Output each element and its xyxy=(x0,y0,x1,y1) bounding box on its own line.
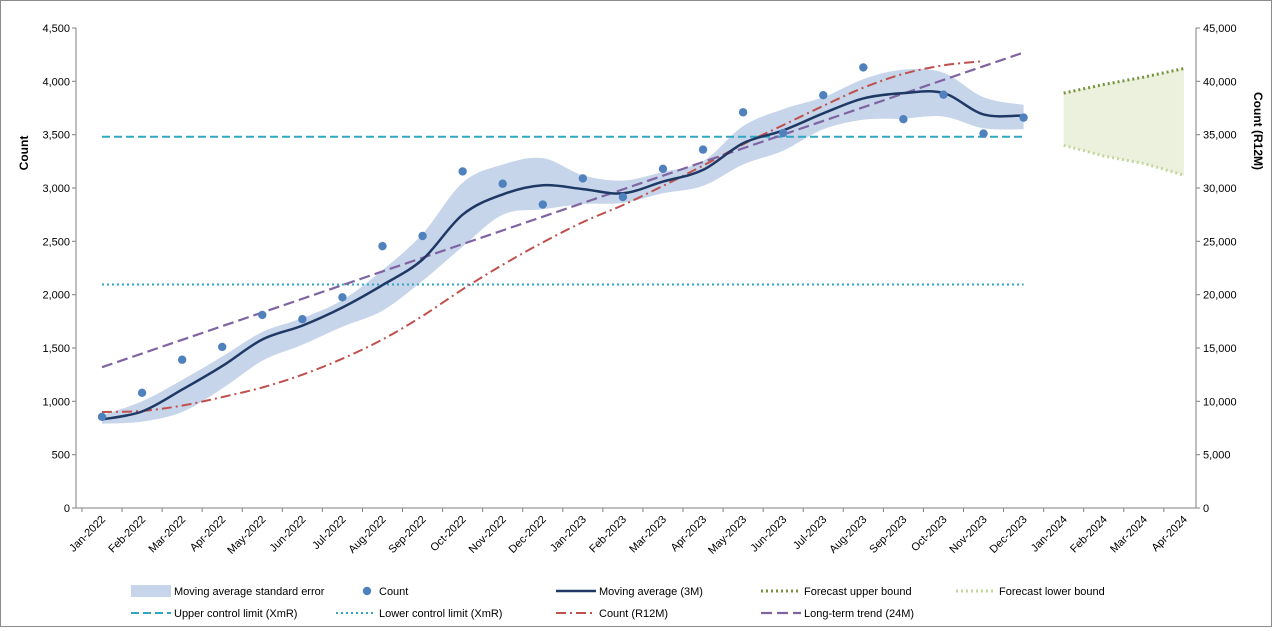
left-tick-label: 2,500 xyxy=(42,236,70,248)
count-point xyxy=(458,167,467,176)
se-band-layer xyxy=(102,68,1184,424)
x-tick-label: Jul-2023 xyxy=(791,514,829,552)
legend-label: Lower control limit (XmR) xyxy=(379,608,502,620)
left-tick-label: 0 xyxy=(64,503,70,515)
series-line-layer xyxy=(101,51,1185,421)
x-tick-label: Feb-2023 xyxy=(587,514,629,556)
x-tick-label: May-2022 xyxy=(225,514,268,557)
legend-label: Upper control limit (XmR) xyxy=(174,608,297,620)
count-point xyxy=(498,179,507,188)
legend-label: Moving average (3M) xyxy=(599,586,703,598)
count-point xyxy=(939,90,948,99)
count-point xyxy=(578,174,588,183)
legend-label: Long-term trend (24M) xyxy=(804,608,914,620)
count-point xyxy=(418,231,427,241)
left-tick-label: 1,500 xyxy=(42,343,70,355)
count-point xyxy=(97,412,107,421)
x-tick-label: Jun-2023 xyxy=(748,514,789,555)
right-tick-label: 10,000 xyxy=(1203,396,1237,408)
count-r12m-line xyxy=(101,60,984,413)
legend-label: Count (R12M) xyxy=(599,608,668,620)
count-point xyxy=(1019,113,1028,122)
x-tick-label: Aug-2023 xyxy=(827,514,869,556)
x-tick-label: Nov-2023 xyxy=(947,514,989,556)
x-tick-label: Jun-2022 xyxy=(268,514,309,555)
legend-label: Forecast upper bound xyxy=(804,586,912,598)
x-tick-label: Sep-2022 xyxy=(386,514,428,556)
x-tick-label: May-2023 xyxy=(706,514,749,557)
x-tick-label: Jan-2022 xyxy=(67,514,108,555)
x-tick-label: Aug-2022 xyxy=(346,514,388,556)
left-tick-label: 4,500 xyxy=(42,23,70,35)
count-point xyxy=(298,315,307,324)
forecast-upper-line xyxy=(1063,67,1185,95)
count-point xyxy=(738,108,748,117)
x-tick-label: Dec-2023 xyxy=(988,514,1030,556)
x-tick-label: Jan-2024 xyxy=(1029,514,1070,555)
count-point xyxy=(698,145,708,154)
forecast-area xyxy=(1063,68,1184,176)
x-tick-label: Oct-2022 xyxy=(428,514,468,554)
right-tick-label: 15,000 xyxy=(1203,343,1237,355)
count-point xyxy=(819,91,828,100)
moving-average-line xyxy=(101,90,1024,421)
right-axis-title: Count (R12M) xyxy=(1251,92,1265,170)
x-tick-label: Jul-2022 xyxy=(310,514,348,552)
x-tick-label: Feb-2024 xyxy=(1068,514,1110,556)
count-point-layer xyxy=(97,63,1028,421)
x-tick-label: Dec-2022 xyxy=(507,514,549,556)
control-limit-layer xyxy=(102,135,1024,286)
left-tick-label: 2,000 xyxy=(42,290,70,302)
count-point xyxy=(258,310,267,320)
count-point xyxy=(778,128,788,138)
legend-count-marker xyxy=(362,586,372,596)
left-tick-label: 3,000 xyxy=(42,183,70,195)
left-tick-label: 3,500 xyxy=(42,130,70,142)
x-tick-label: Apr-2024 xyxy=(1150,514,1190,554)
count-point xyxy=(618,192,628,202)
right-tick-label: 5,000 xyxy=(1203,450,1231,462)
x-tick-label: Mar-2024 xyxy=(1108,514,1150,556)
x-tick-label: Sep-2023 xyxy=(867,514,909,556)
legend-label: Moving average standard error xyxy=(174,586,325,598)
right-tick-label: 45,000 xyxy=(1203,23,1237,35)
right-tick-label: 30,000 xyxy=(1203,183,1237,195)
count-point xyxy=(859,63,868,72)
count-point xyxy=(378,241,387,251)
count-point xyxy=(538,200,547,209)
left-axis-title: Count xyxy=(17,136,31,171)
count-point xyxy=(899,115,908,124)
count-point xyxy=(979,129,988,138)
right-tick-label: 35,000 xyxy=(1203,130,1237,142)
x-tick-label: Nov-2022 xyxy=(467,514,509,556)
right-tick-label: 40,000 xyxy=(1203,76,1237,88)
x-tick-label: Apr-2022 xyxy=(188,514,228,554)
x-tick-label: Mar-2022 xyxy=(146,514,188,556)
legend-label: Count xyxy=(379,586,408,598)
left-tick-label: 1,000 xyxy=(42,396,70,408)
long-term-trend-line xyxy=(101,51,1024,369)
right-tick-label: 20,000 xyxy=(1203,290,1237,302)
x-tick-label: Jan-2023 xyxy=(548,514,589,555)
count-point xyxy=(218,342,227,352)
count-point xyxy=(137,388,147,397)
forecast-lower-line xyxy=(1063,143,1185,177)
x-tick-label: Mar-2023 xyxy=(627,514,669,556)
x-tick-label: Apr-2023 xyxy=(669,514,709,554)
left-tick-label: 500 xyxy=(52,450,70,462)
moving-average-se-band xyxy=(102,68,1024,424)
left-tick-label: 4,000 xyxy=(42,76,70,88)
x-tick-label: Feb-2022 xyxy=(106,514,148,556)
legend: Moving average standard error Count Moving… xyxy=(131,585,1105,620)
count-point xyxy=(658,164,668,173)
right-tick-label: 0 xyxy=(1203,503,1209,515)
count-point xyxy=(177,355,187,364)
count-point xyxy=(338,293,347,302)
right-tick-label: 25,000 xyxy=(1203,236,1237,248)
legend-se-swatch xyxy=(131,585,171,597)
legend-label: Forecast lower bound xyxy=(999,586,1105,598)
x-tick-label: Oct-2023 xyxy=(909,514,949,554)
